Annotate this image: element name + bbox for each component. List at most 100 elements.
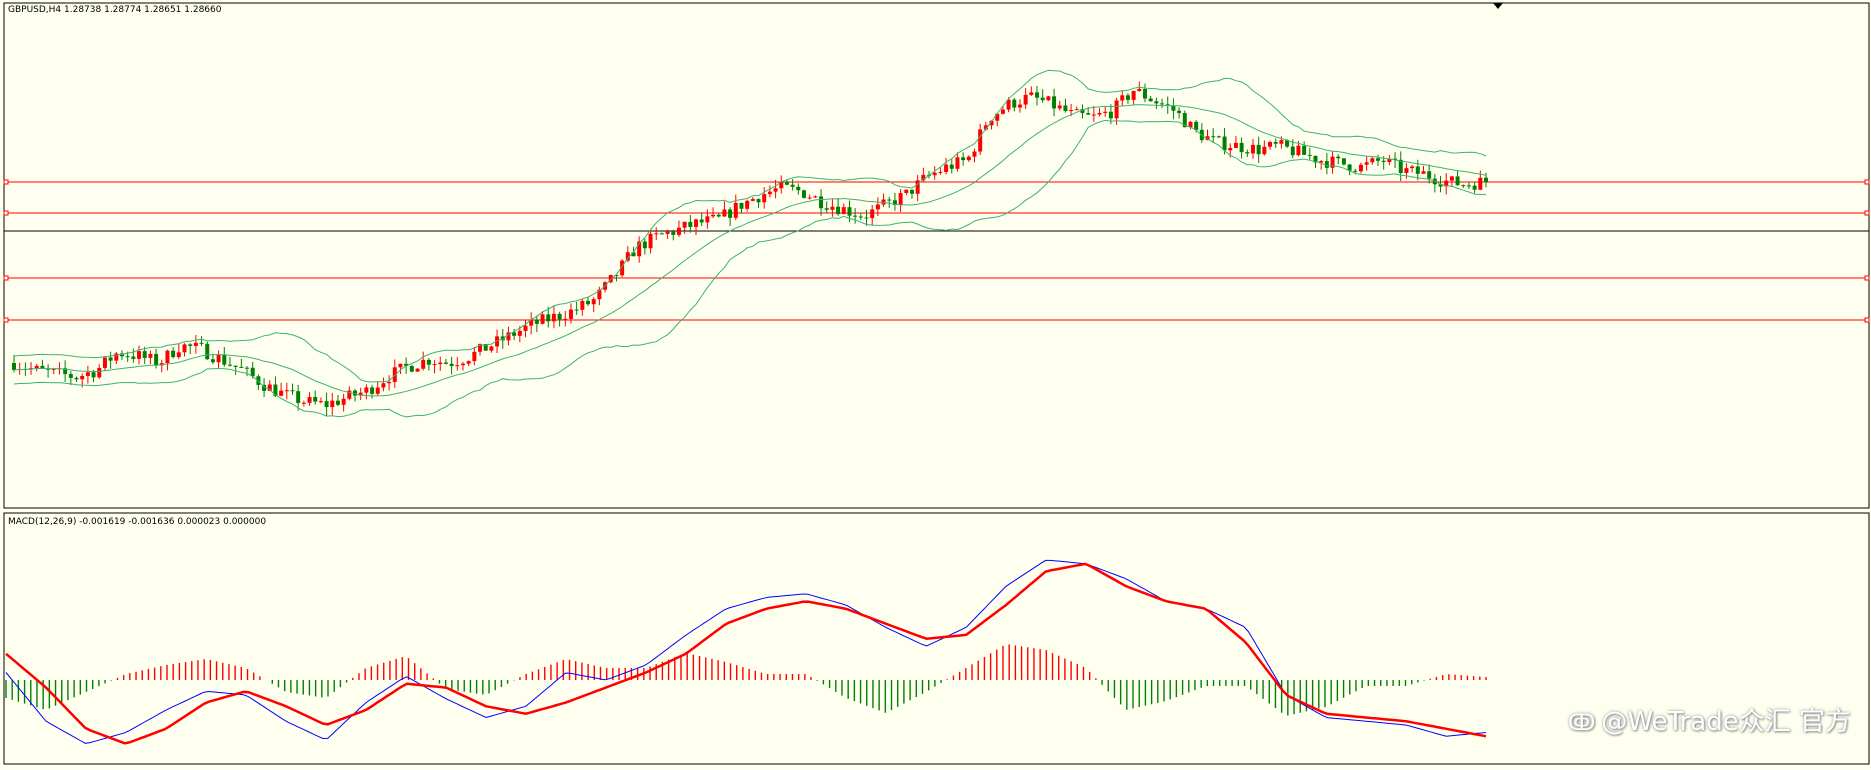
candle-body <box>961 157 966 161</box>
candle-body <box>307 396 312 403</box>
candle-body <box>637 241 642 257</box>
candle-body <box>773 188 778 192</box>
candle-body <box>466 361 471 364</box>
candle-body <box>1256 144 1261 155</box>
candle-body <box>460 363 465 366</box>
candle-body <box>523 325 528 331</box>
candle-body <box>137 351 142 359</box>
candle-body <box>921 174 926 181</box>
candle-body <box>205 343 210 360</box>
candle-body <box>722 209 727 217</box>
candle-body <box>1398 159 1403 173</box>
candle-body <box>1285 140 1290 147</box>
candle-body <box>614 274 619 276</box>
candle-body <box>1233 142 1238 148</box>
candle-body <box>1330 156 1335 168</box>
candle-body <box>955 157 960 169</box>
hline-handle-right <box>1864 179 1870 185</box>
candle-body <box>665 231 670 234</box>
candle-body <box>63 368 68 375</box>
candle-body <box>1404 168 1409 173</box>
candle-body <box>347 390 352 399</box>
candle-body <box>654 233 659 235</box>
candle-body <box>807 197 812 199</box>
candle-body <box>1262 146 1267 155</box>
candle-body <box>711 214 716 217</box>
candle-body <box>421 359 426 369</box>
candle-body <box>80 375 85 380</box>
candle-body <box>1449 176 1454 181</box>
candle-body <box>739 202 744 209</box>
candle-body <box>1358 164 1363 172</box>
candle-body <box>74 377 79 380</box>
candle-body <box>841 207 846 215</box>
candle-body <box>836 206 841 215</box>
candle-body <box>114 353 119 361</box>
price-panel-frame <box>3 2 1870 509</box>
candle-body <box>625 252 630 261</box>
chart-title: GBPUSD,H4 1.28738 1.28774 1.28651 1.2866… <box>8 5 222 15</box>
candle-body <box>1017 104 1022 108</box>
candle-body <box>1154 101 1159 104</box>
candle-body <box>779 181 784 189</box>
candle-body <box>245 367 250 369</box>
candle-body <box>716 214 721 217</box>
candle-body <box>415 368 420 372</box>
candle-body <box>443 362 448 364</box>
candle-body <box>694 219 699 227</box>
candle-body <box>1029 92 1034 95</box>
candle-body <box>1114 100 1119 119</box>
candle-body <box>983 125 988 130</box>
candle-body <box>892 200 897 206</box>
candle-body <box>1052 96 1057 109</box>
candle-body <box>375 387 380 394</box>
candle-body <box>659 233 664 235</box>
candle-body <box>68 374 73 378</box>
candle-body <box>409 365 414 372</box>
candle-body <box>676 227 681 235</box>
candle-body <box>557 313 562 320</box>
candle-body <box>1057 105 1062 109</box>
candle-body <box>671 231 676 235</box>
candle-body <box>210 359 215 363</box>
candle-body <box>432 364 437 366</box>
candle-body <box>1353 170 1358 172</box>
candle-body <box>813 196 818 198</box>
candle-body <box>176 352 181 358</box>
candle-body <box>574 309 579 311</box>
candle-body <box>978 129 983 152</box>
candle-body <box>335 400 340 405</box>
candle-body <box>233 365 238 367</box>
candle-body <box>1427 171 1432 179</box>
candle-body <box>1444 180 1449 187</box>
bollinger-lower-band <box>13 119 1487 418</box>
candle-body <box>1393 158 1398 160</box>
candle-body <box>830 206 835 210</box>
candle-body <box>966 156 971 161</box>
candle-body <box>1148 98 1153 102</box>
candle-body <box>108 357 113 361</box>
candle-body <box>1415 166 1420 174</box>
candle-body <box>1069 110 1074 112</box>
candle-body <box>1103 111 1108 113</box>
candle-body <box>551 313 556 322</box>
candle-body <box>267 384 272 391</box>
candle-body <box>762 194 767 203</box>
candle-body <box>284 390 289 392</box>
candle-body <box>1347 164 1352 171</box>
candle-body <box>478 344 483 352</box>
candle-body <box>483 344 488 351</box>
candle-body <box>631 252 636 257</box>
candle-body <box>853 215 858 217</box>
candle-body <box>1000 109 1005 114</box>
candle-body <box>682 221 687 228</box>
candle-body <box>1012 99 1017 108</box>
candle-body <box>1472 185 1477 190</box>
candle-body <box>1461 185 1466 187</box>
candle-body <box>1046 96 1051 101</box>
candle-body <box>188 344 193 346</box>
candle-body <box>34 365 39 369</box>
candle-body <box>495 336 500 347</box>
